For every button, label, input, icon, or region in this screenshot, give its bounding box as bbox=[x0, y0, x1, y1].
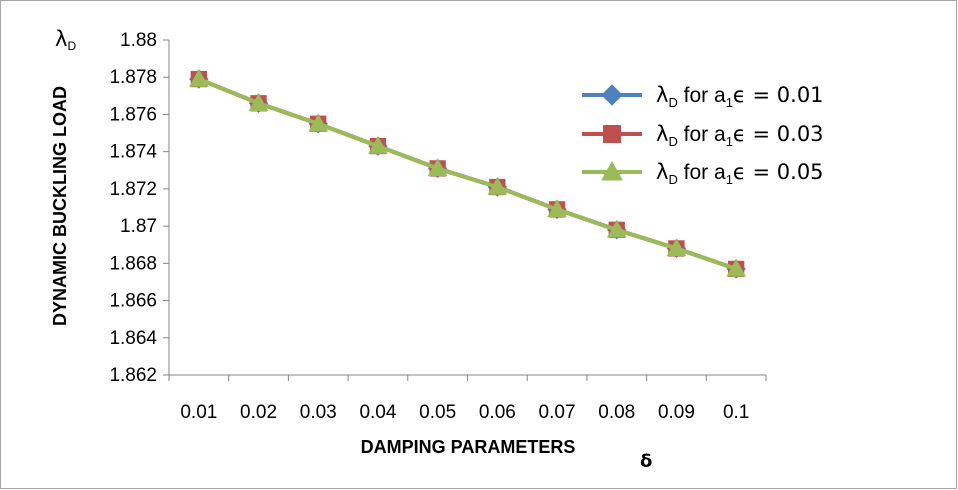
x-tick-label: 0.1 bbox=[723, 402, 749, 423]
data-point bbox=[189, 69, 209, 87]
y-axis-symbol: λD bbox=[55, 27, 76, 53]
y-tick-label: 1.864 bbox=[109, 328, 157, 349]
legend: λD for a1ϵ = 0.01 λD for a1ϵ = 0.03 λD for… bbox=[582, 83, 824, 187]
x-tick-label: 0.01 bbox=[180, 402, 217, 423]
y-tick-label: 1.878 bbox=[109, 67, 157, 88]
y-tick-label: 1.874 bbox=[109, 142, 157, 163]
data-point bbox=[666, 238, 687, 257]
x-tick-label: 0.02 bbox=[240, 402, 277, 423]
data-point bbox=[547, 199, 567, 218]
y-tick-label: 1.88 bbox=[120, 30, 157, 51]
x-tick-labels: 0.01 0.02 0.03 0.04 0.05 0.06 0.07 0.08 0.09 0.1 bbox=[180, 402, 749, 423]
data-point bbox=[487, 176, 508, 195]
x-tick-label: 0.06 bbox=[479, 402, 516, 423]
data-point bbox=[427, 158, 448, 177]
legend-item-2: λD for a1ϵ = 0.03 bbox=[582, 122, 824, 149]
x-tick-label: 0.07 bbox=[539, 402, 576, 423]
y-tick-label: 1.868 bbox=[109, 253, 157, 274]
y-axis-symbol-lambda: λ bbox=[55, 27, 67, 51]
x-tick-label: 0.03 bbox=[300, 402, 337, 423]
x-tick-label: 0.05 bbox=[419, 402, 456, 423]
legend-marker bbox=[601, 160, 623, 181]
axes bbox=[163, 39, 767, 381]
y-axis-title: DYNAMIC BUCKLING LOAD bbox=[50, 86, 70, 326]
legend-marker bbox=[603, 125, 621, 143]
data-point bbox=[368, 136, 388, 154]
y-tick-label: 1.876 bbox=[109, 104, 157, 125]
series-line bbox=[198, 77, 737, 271]
data-point bbox=[248, 93, 269, 111]
legend-label: λD for a1ϵ = 0.01 bbox=[656, 83, 824, 110]
y-tick-label: 1.87 bbox=[120, 216, 157, 237]
y-tick-label: 1.862 bbox=[109, 365, 157, 386]
y-tick-label: 1.872 bbox=[109, 179, 157, 200]
y-tick-label: 1.866 bbox=[109, 291, 157, 312]
x-tick-label: 0.08 bbox=[598, 402, 635, 423]
legend-label: λD for a1ϵ = 0.05 bbox=[656, 160, 824, 187]
series-group bbox=[189, 69, 746, 279]
data-point bbox=[726, 258, 746, 277]
legend-item-1: λD for a1ϵ = 0.01 bbox=[582, 83, 824, 110]
x-axis-symbol: δ bbox=[640, 451, 652, 472]
x-axis-title: DAMPING PARAMETERS bbox=[361, 437, 576, 457]
legend-label: λD for a1ϵ = 0.03 bbox=[656, 122, 824, 149]
legend-marker bbox=[601, 84, 623, 106]
x-tick-label: 0.09 bbox=[658, 402, 695, 423]
series-3 bbox=[189, 69, 746, 277]
data-point bbox=[606, 219, 627, 238]
x-tick-label: 0.04 bbox=[359, 402, 396, 423]
y-axis-symbol-sub: D bbox=[67, 39, 76, 53]
data-point bbox=[308, 113, 329, 132]
legend-item-3: λD for a1ϵ = 0.05 bbox=[582, 160, 824, 187]
y-tick-labels: 1.862 1.864 1.866 1.868 1.87 1.872 1.874 1.876 1… bbox=[109, 30, 157, 386]
